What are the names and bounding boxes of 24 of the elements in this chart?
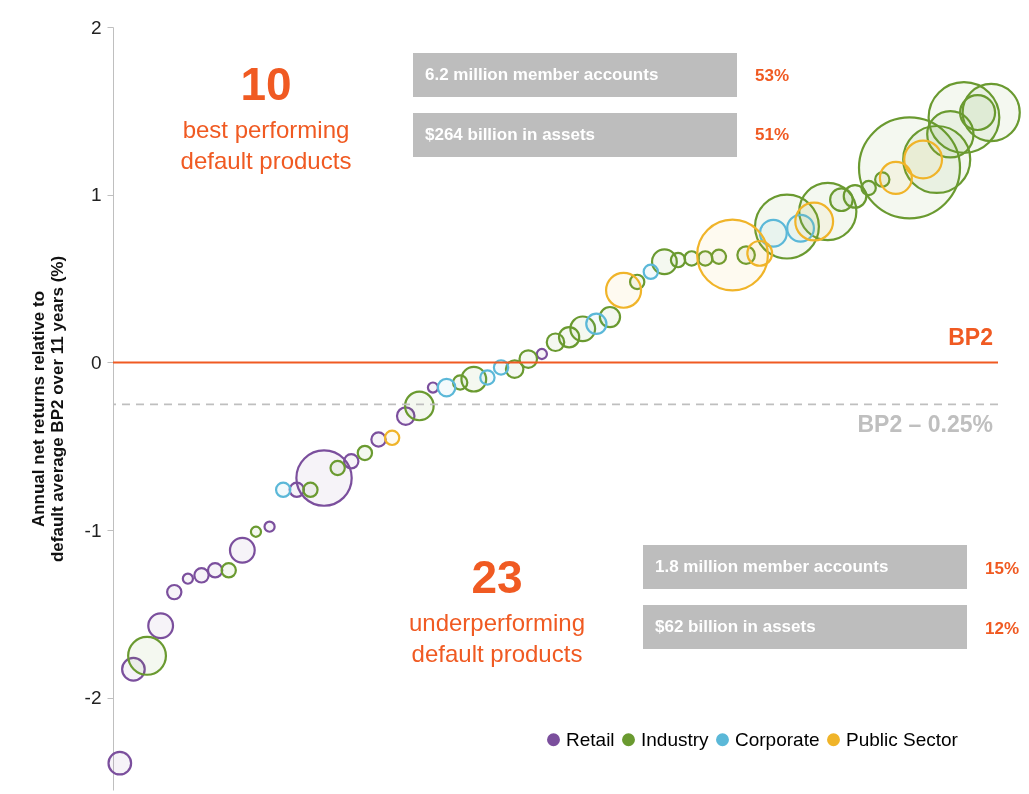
y-tick-label: -1 bbox=[84, 519, 102, 541]
y-axis-title: Annual net returns relative to default average BP2 over 11 years (%) bbox=[28, 255, 67, 563]
ref-line-label: BP2 bbox=[948, 324, 993, 351]
annotation: 23 bbox=[470, 550, 524, 605]
y-tick-label: 0 bbox=[90, 351, 102, 373]
text-banner: $62 billion in assets bbox=[643, 605, 967, 650]
annotation: underperforming default products bbox=[407, 608, 587, 670]
annotation: 53% bbox=[755, 65, 790, 87]
legend-label: Corporate bbox=[735, 728, 820, 750]
text-banner: 1.8 million member accounts bbox=[643, 545, 967, 590]
legend-label: Industry bbox=[641, 728, 710, 750]
annotation: 12% bbox=[985, 618, 1020, 640]
text-banner: 6.2 million member accounts bbox=[413, 53, 737, 98]
y-tick-label: 2 bbox=[90, 16, 102, 38]
legend-label: Public Sector bbox=[846, 728, 959, 750]
y-tick-label: 1 bbox=[90, 184, 102, 206]
annotation: 10 bbox=[239, 57, 293, 112]
annotation: best performing default products bbox=[179, 115, 353, 177]
annotation: 15% bbox=[985, 558, 1020, 580]
legend-label: Retail bbox=[566, 728, 615, 750]
y-tick-label: -2 bbox=[84, 687, 102, 709]
annotation: 51% bbox=[755, 124, 790, 146]
ref-line-label: BP2 – 0.25% bbox=[857, 411, 993, 438]
text-banner: $264 billion in assets bbox=[413, 113, 737, 158]
